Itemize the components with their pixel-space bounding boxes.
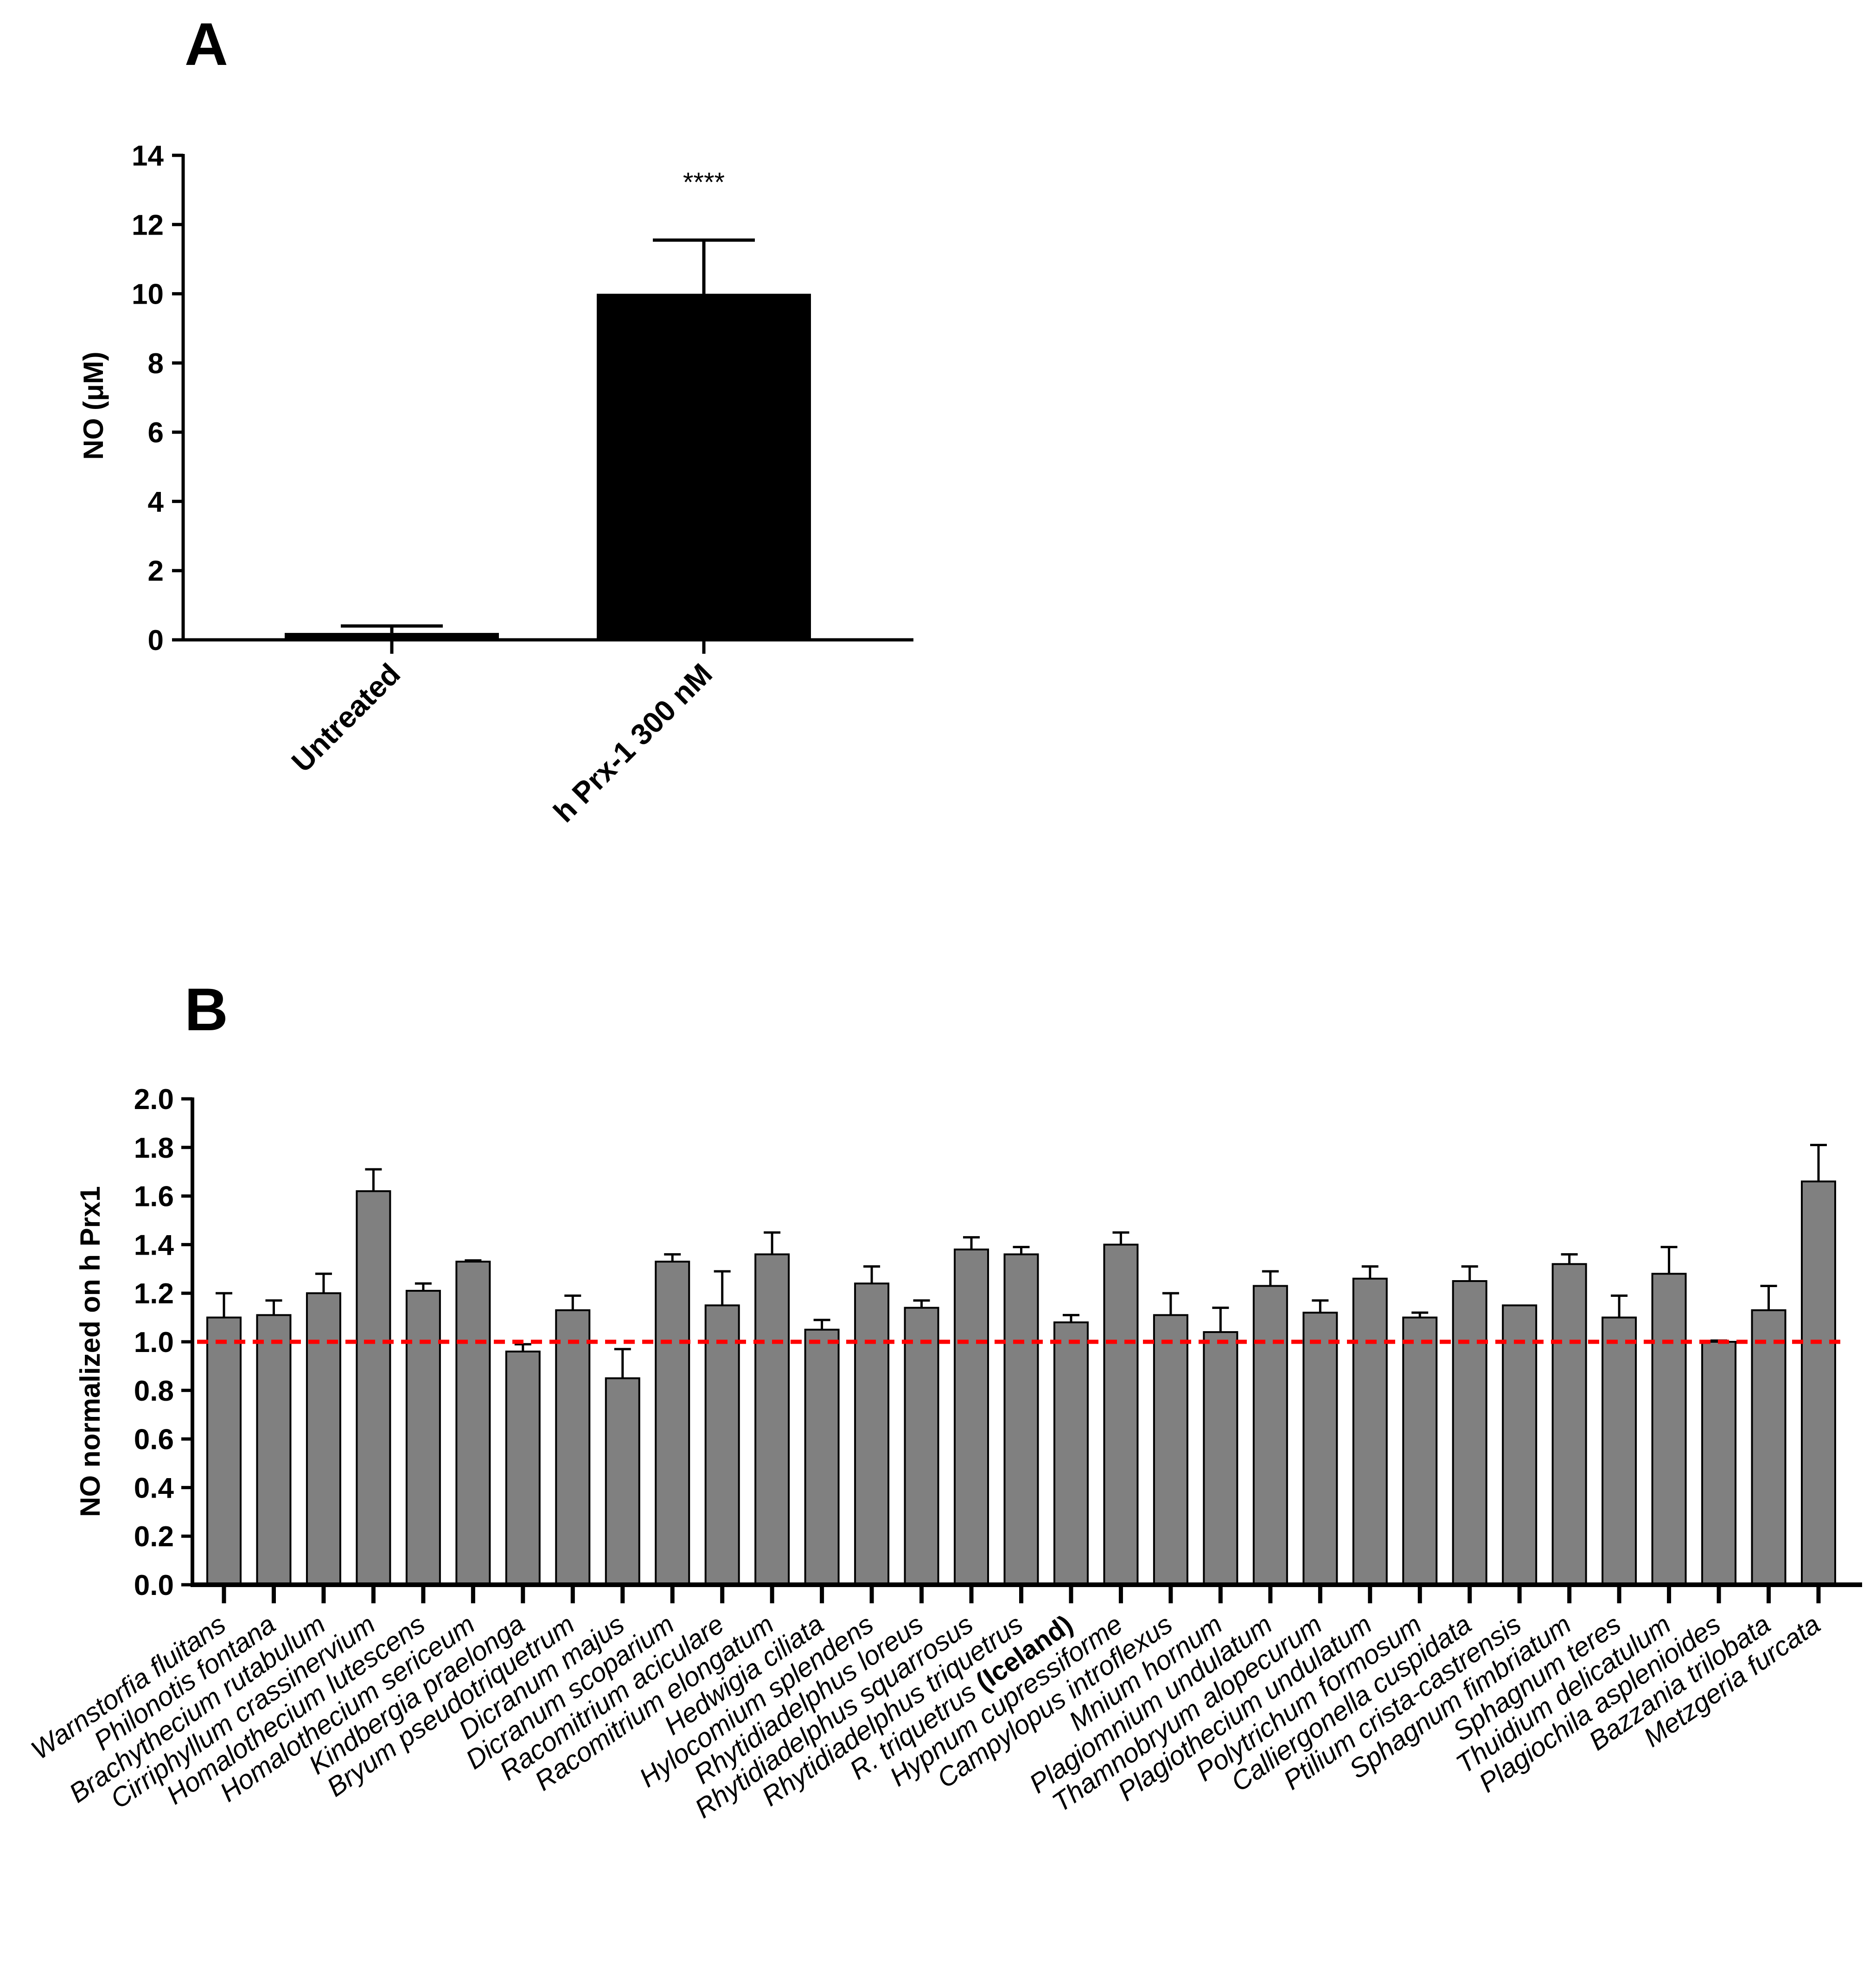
panel-b-y-tick-label: 0.8 (134, 1375, 174, 1407)
panel-a-y-tick-label: 4 (148, 486, 164, 518)
panel-b-bar (605, 1377, 640, 1586)
panel-b-bar (1153, 1314, 1188, 1586)
panel-b-bars (206, 1144, 1836, 1586)
panel-a-y-tick-label: 0 (148, 625, 164, 657)
panel-b-bar (455, 1261, 491, 1586)
panel-a-y-tick-label: 2 (148, 555, 164, 587)
panel-b-bar (1402, 1316, 1438, 1586)
panel-b-y-tick-label: 0.6 (134, 1424, 174, 1456)
panel-b-y-tick-label: 1.6 (134, 1181, 174, 1213)
panel-b-bar (1053, 1321, 1089, 1586)
panel-b-bar (704, 1304, 740, 1586)
panel-a-x-labels: Untreated h Prx-1 300 nM (285, 657, 719, 829)
panel-b-bar (1602, 1316, 1637, 1586)
panel-b-y-ticks: 0.0 0.2 0.4 0.6 0.8 1.0 1.2 1.4 1.6 1.8 2.0 (134, 1084, 192, 1601)
panel-b-bar (1751, 1309, 1787, 1586)
panel-a-axes (181, 154, 913, 654)
panel-a-y-tick-label: 10 (132, 279, 164, 311)
panel-b-bar (256, 1314, 292, 1586)
panel-b-bar (1352, 1277, 1388, 1586)
panel-a-y-tick-label: 14 (132, 140, 164, 172)
panel-b-bar (206, 1316, 242, 1586)
panel-b-bar (505, 1350, 541, 1586)
panel-b-y-tick-label: 1.2 (134, 1278, 174, 1310)
panel-b-bar (1551, 1263, 1587, 1586)
panel-b-bar (1203, 1331, 1238, 1586)
panel-b-y-tick-label: 2.0 (134, 1084, 174, 1116)
panel-b-y-tick-label: 0.4 (134, 1472, 174, 1504)
panel-b-bar (754, 1253, 790, 1586)
panel-b-y-tick-label: 1.0 (134, 1327, 174, 1358)
panel-a-y-tick-label: 6 (148, 417, 164, 449)
panel-b-bar (854, 1282, 890, 1586)
panel-b-bar (1801, 1180, 1836, 1586)
panel-b-bar (655, 1261, 690, 1586)
panel-b-bar (1003, 1253, 1039, 1586)
panel-b-y-axis-label: NO normalized on h Prx1 (75, 1186, 106, 1517)
panel-a-y-ticks: 0 2 4 6 8 10 12 14 (132, 140, 183, 657)
panel-a-x-label: h Prx-1 300 nM (547, 657, 719, 829)
panel-a-bar (597, 293, 811, 640)
panel-a-significance-label: **** (683, 167, 725, 198)
panel-b-bar (1252, 1285, 1288, 1586)
panel-b-y-tick-label: 0.2 (134, 1521, 174, 1553)
panel-b-bar (1701, 1341, 1737, 1586)
panel-b-y-tick-label: 1.8 (134, 1132, 174, 1164)
panel-b-chart: 0.0 0.2 0.4 0.6 0.8 1.0 1.2 1.4 1.6 1.8 2.0 Warnst… (26, 1084, 1862, 1824)
panel-b-axes (191, 1097, 1862, 1603)
panel-b-bar (1452, 1280, 1487, 1586)
panel-b-bar (1651, 1273, 1687, 1586)
panel-b-bar (555, 1309, 591, 1586)
panel-b-bar (356, 1190, 391, 1586)
panel-b-bar (804, 1328, 840, 1586)
panel-a-y-tick-label: 12 (132, 209, 164, 241)
panel-b-bar (405, 1289, 441, 1586)
panel-a-y-tick-label: 8 (148, 348, 164, 380)
panel-b-bar (1103, 1244, 1139, 1586)
panel-b-bar (306, 1292, 341, 1586)
panel-b-y-tick-label: 1.4 (134, 1229, 174, 1261)
panel-a-y-axis-label: NO (μM) (78, 351, 109, 459)
panel-b-bar (1302, 1312, 1338, 1586)
panel-a-bar (285, 633, 499, 640)
panel-b-y-tick-label: 0.0 (134, 1569, 174, 1601)
panel-b-bar (1502, 1304, 1538, 1586)
panel-b-bar (904, 1307, 939, 1586)
panel-a-letter: A (185, 10, 228, 78)
panel-a-x-label: Untreated (285, 657, 407, 778)
panel-a-chart: 0 2 4 6 8 10 12 14 **** Untreated h Prx-1 300 nM… (78, 140, 913, 829)
panel-a-bars: **** (285, 167, 811, 640)
panel-b-letter: B (185, 976, 228, 1043)
panel-b-bar (954, 1248, 989, 1586)
